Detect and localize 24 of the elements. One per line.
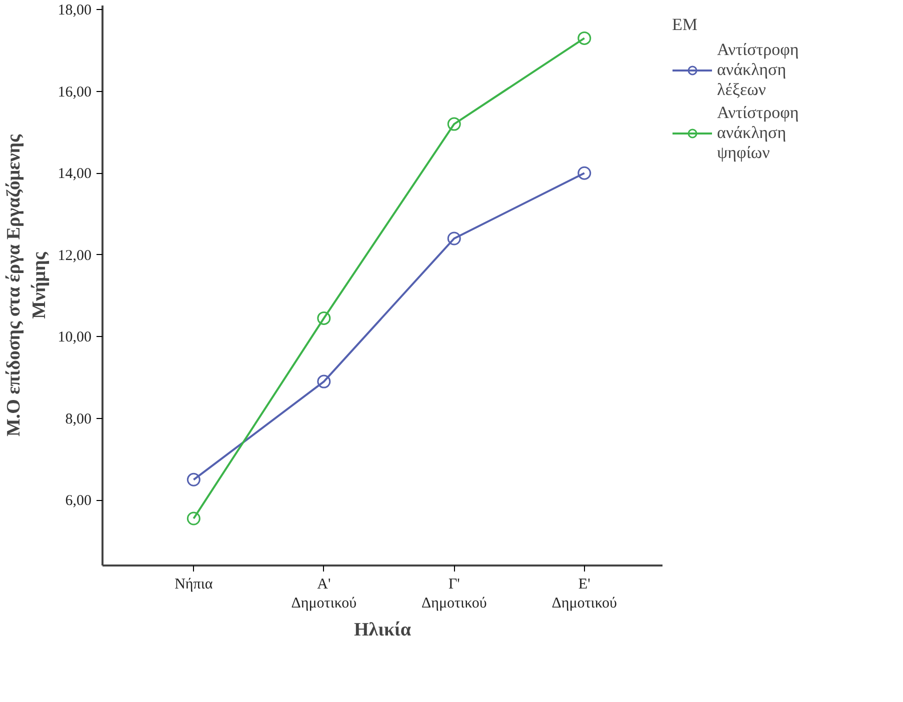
x-axis-title: Ηλικία (354, 620, 412, 641)
legend-label: Αντίστροφη ανάκληση ψηφίων (717, 103, 799, 163)
y-tick-label: 16,00 (58, 84, 92, 100)
y-tick-label: 14,00 (58, 166, 92, 182)
legend-label: Αντίστροφη ανάκληση λέξεων (717, 40, 799, 100)
point (186, 512, 200, 526)
point (317, 374, 331, 388)
point (186, 472, 200, 486)
x-tick-label: Νήπια (174, 576, 213, 592)
y-tick-label: 10,00 (58, 330, 92, 346)
point (447, 117, 461, 131)
y-tick-label: 12,00 (58, 248, 92, 264)
x-tick-label: Ε' Δημοτικού (552, 576, 617, 612)
y-tick-label: 8,00 (65, 411, 92, 428)
y-axis-title: Μ.Ο επίδοσης στα έργα Εργαζόμενης Μνήμης (4, 133, 50, 437)
point (578, 166, 592, 180)
y-tick-label: 18,00 (58, 2, 92, 19)
legend-title: ΕΜ (672, 15, 698, 35)
x-tick-label: Γ' Δημοτικού (422, 576, 487, 612)
y-tick-label: 6,00 (65, 493, 92, 510)
point (317, 311, 331, 325)
x-tick-label: Α' Δημοτικού (291, 576, 357, 612)
point (578, 31, 592, 45)
point (447, 232, 461, 246)
